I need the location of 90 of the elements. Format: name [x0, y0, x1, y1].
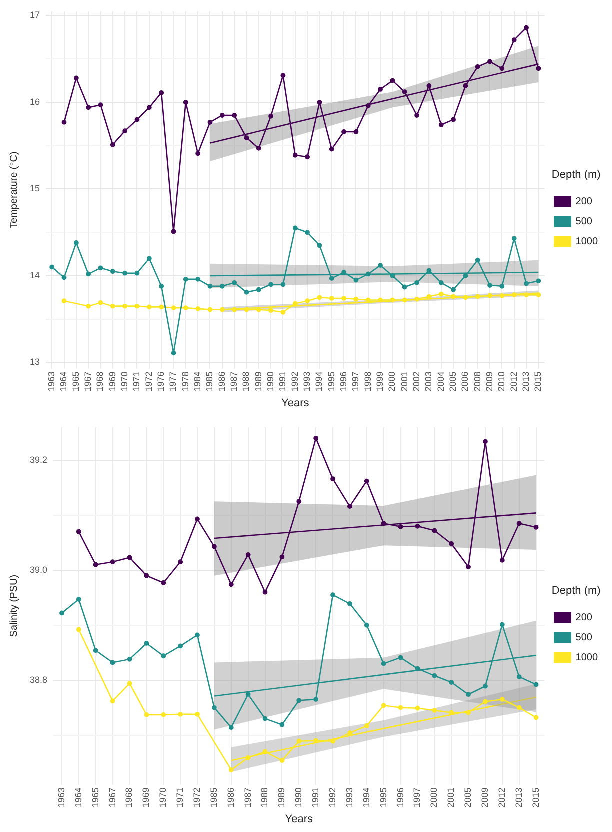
x-tick-label: 1989: [276, 788, 287, 808]
x-tick-label: 1994: [314, 372, 324, 392]
x-tick-label: 1985: [208, 788, 219, 808]
x-tick-label: 1997: [350, 372, 361, 392]
y-axis-title: Temperature (°C): [8, 152, 20, 228]
y-tick-label: 15: [30, 184, 40, 194]
legend-label: 200: [576, 612, 593, 624]
x-tick-label: 2001: [399, 372, 410, 392]
y-tick-label: 14: [30, 270, 40, 280]
x-tick-label: 1986: [226, 788, 236, 808]
x-tick-label: 1969: [141, 788, 152, 808]
x-tick-label: 1990: [294, 788, 304, 808]
y-tick-label: 17: [30, 10, 40, 20]
x-tick-label: 1992: [290, 372, 300, 392]
x-tick-label: 1991: [278, 372, 288, 392]
x-tick-label: 1969: [107, 372, 118, 392]
x-tick-label: 1995: [326, 372, 336, 392]
x-tick-label: 1992: [328, 788, 338, 808]
x-tick-label: 1971: [132, 372, 142, 392]
x-tick-label: 2003: [424, 372, 434, 392]
x-tick-label: 1998: [362, 372, 373, 392]
x-tick-label: 1965: [70, 372, 81, 392]
x-tick-label: 2002: [412, 372, 422, 392]
x-tick-label: 1968: [95, 372, 106, 392]
x-tick-label: 1987: [229, 372, 240, 392]
x-tick-label: 1971: [175, 788, 186, 808]
x-tick-label: 1972: [144, 372, 154, 392]
x-tick-label: 2008: [472, 372, 482, 392]
legend-label: 1000: [576, 652, 598, 664]
legend-label: 500: [576, 216, 593, 228]
x-tick-label: 2015: [530, 788, 541, 808]
x-tick-label: 1987: [242, 788, 253, 808]
x-tick-label: 1984: [192, 372, 203, 392]
legend-label: 500: [576, 632, 593, 644]
y-tick-label: 16: [30, 96, 40, 107]
x-tick-label: 1968: [124, 788, 134, 808]
x-tick-label: 2001: [446, 788, 456, 808]
x-tick-label: 2012: [496, 788, 507, 808]
x-tick-label: 2009: [480, 788, 490, 808]
x-tick-label: 2000: [429, 788, 440, 808]
legend-label: 200: [576, 196, 593, 208]
x-tick-label: 2005: [463, 788, 474, 808]
x-tick-label: 2000: [387, 372, 398, 392]
x-tick-label: 1964: [73, 788, 84, 808]
x-tick-label: 1996: [338, 372, 349, 392]
y-axis-title: Salinity (PSU): [8, 574, 20, 638]
legend-title: Depth (m): [552, 168, 601, 181]
y-tick-label: 39.2: [30, 454, 48, 465]
x-tick-label: 1964: [58, 372, 69, 392]
x-tick-label: 1963: [56, 788, 66, 808]
x-axis-title: Years: [285, 813, 314, 826]
x-tick-label: 1993: [344, 788, 354, 808]
x-tick-label: 1996: [395, 788, 406, 808]
x-tick-label: 2005: [448, 372, 458, 392]
x-tick-label: 2015: [533, 372, 544, 392]
x-tick-label: 1978: [180, 372, 190, 392]
y-tick-label: 13: [30, 357, 40, 368]
x-tick-label: 1967: [107, 788, 118, 808]
y-tick-label: 38.8: [30, 674, 48, 685]
x-tick-label: 1989: [253, 372, 264, 392]
x-tick-label: 1985: [204, 372, 215, 392]
y-tick-label: 39.0: [30, 564, 48, 575]
x-tick-label: 1965: [90, 788, 100, 808]
x-tick-label: 1999: [375, 372, 386, 392]
x-tick-label: 1986: [216, 372, 227, 392]
x-tick-label: 1997: [412, 788, 422, 808]
x-tick-label: 1991: [310, 788, 321, 808]
x-tick-label: 2013: [520, 372, 531, 392]
x-tick-label: 1967: [83, 372, 94, 392]
legend-title: Depth (m): [552, 584, 601, 597]
x-tick-label: 2009: [484, 372, 494, 392]
x-tick-label: 1995: [378, 788, 388, 808]
x-tick-label: 1993: [302, 372, 312, 392]
x-tick-label: 2004: [436, 372, 446, 392]
x-tick-label: 1972: [192, 788, 202, 808]
x-tick-label: 1970: [158, 788, 168, 808]
x-tick-label: 1988: [260, 788, 270, 808]
legend-label: 1000: [576, 236, 598, 248]
x-tick-label: 1976: [156, 372, 166, 392]
x-tick-label: 1994: [361, 788, 372, 808]
x-tick-label: 1988: [241, 372, 252, 392]
x-tick-label: 1970: [120, 372, 130, 392]
x-tick-label: 2012: [508, 372, 519, 392]
x-tick-label: 2010: [496, 372, 507, 392]
x-tick-label: 1977: [168, 372, 178, 392]
x-tick-label: 1990: [266, 372, 276, 392]
x-tick-label: 2006: [460, 372, 470, 392]
x-axis-title: Years: [282, 397, 310, 410]
x-tick-label: 2013: [514, 788, 524, 808]
x-tick-label: 1963: [46, 372, 57, 392]
